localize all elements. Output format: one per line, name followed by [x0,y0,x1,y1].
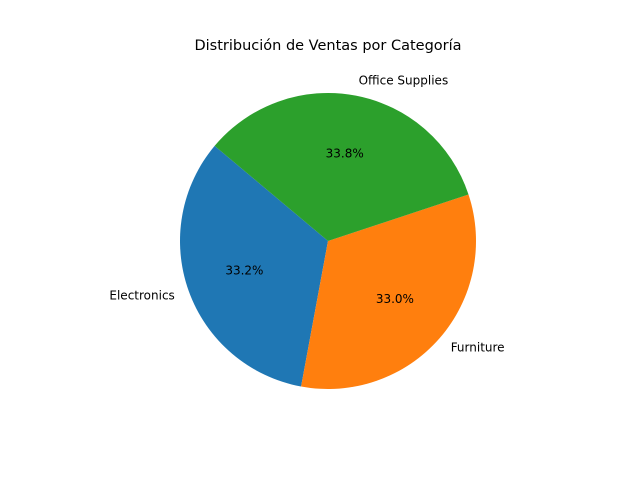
slice-category-label: Furniture [451,341,505,355]
pie-slices [180,93,477,389]
slice-category-label: Electronics [109,289,174,303]
pie-labels: Electronics 33.2% Furniture 33.0% Office Sup… [109,74,504,355]
pie-slice-furniture [301,194,477,389]
slice-percent-label: 33.0% [376,292,414,306]
chart-title: Distribución de Ventas por Categoría [194,38,461,54]
slice-category-label: Office Supplies [359,74,449,88]
pie-slice-electronics [180,145,328,387]
slice-percent-label: 33.2% [225,264,263,278]
slice-percent-label: 33.8% [326,146,364,160]
pie-slice-office-supplies [214,93,469,241]
